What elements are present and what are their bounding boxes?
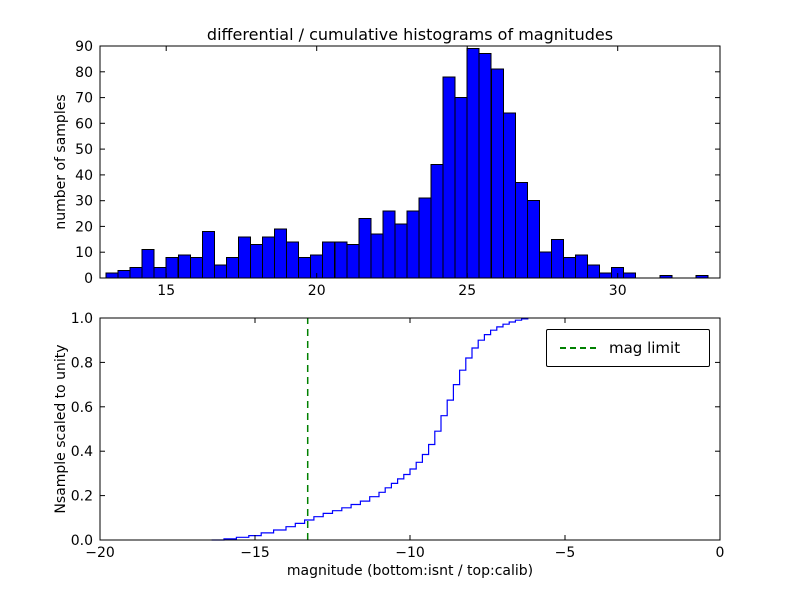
histogram-bar	[346, 244, 360, 279]
histogram-bar	[587, 264, 601, 279]
y-tick-label: 0.8	[71, 355, 93, 371]
histogram-bar	[141, 249, 155, 279]
legend-dashed-line-icon	[560, 347, 596, 349]
y-tick-label: 10	[75, 245, 93, 261]
histogram-bar	[250, 244, 263, 279]
histogram-bar	[117, 269, 131, 279]
y-tick-label: 40	[75, 168, 93, 184]
y-tick-label: 0.4	[71, 444, 93, 460]
y-tick-label: 20	[75, 219, 93, 235]
legend: mag limit	[546, 329, 710, 367]
histogram-bar	[623, 272, 637, 279]
x-tick-label: 30	[609, 283, 627, 299]
histogram-bar	[358, 218, 372, 279]
x-axis-label: magnitude (bottom:isnt / top:calib)	[286, 563, 534, 579]
histogram-bar	[129, 267, 143, 279]
y-tick-label: 90	[75, 39, 93, 55]
histogram-bar	[502, 112, 516, 279]
histogram-bar	[201, 231, 215, 279]
y-tick-label: 1.0	[71, 311, 93, 327]
histogram-bar	[225, 256, 239, 279]
chart-title: differential / cumulative histograms of …	[206, 25, 614, 44]
histogram-bar	[490, 68, 504, 279]
histogram-bar	[262, 236, 275, 279]
histogram-bar	[382, 210, 396, 279]
top-y-axis-label: number of samples	[53, 94, 69, 230]
x-tick-label: −5	[555, 545, 576, 561]
axes-spine	[99, 45, 721, 279]
histogram-bar	[237, 236, 251, 279]
histogram-bar	[370, 233, 384, 279]
cumulative-step-line	[211, 318, 529, 541]
histogram-bar	[177, 254, 191, 279]
legend-label: mag limit	[609, 339, 681, 357]
y-tick-label: 30	[75, 194, 93, 210]
histogram-bar	[526, 200, 540, 279]
x-tick-label: 0	[716, 545, 725, 561]
x-tick-label: 15	[157, 283, 175, 299]
bottom-subplot: −20 −15 −10 −5 0 0.0 0.2 0.4 0.6 0.8 1.0	[71, 311, 725, 561]
x-tick-label: 20	[308, 283, 326, 299]
x-tick-label: −20	[85, 545, 115, 561]
y-tick-label: 70	[75, 91, 93, 107]
histogram-bar	[418, 197, 432, 279]
histogram-bar	[466, 48, 480, 279]
y-tick-label: 80	[75, 65, 93, 81]
y-tick-label: 0.2	[71, 489, 93, 505]
y-tick-label: 0.0	[71, 533, 93, 549]
x-tick-label: 25	[458, 283, 476, 299]
histogram-bar	[189, 256, 203, 279]
histogram-bar	[322, 241, 336, 279]
histogram-bar	[394, 223, 408, 279]
bottom-y-axis-label: Nsample scaled to unity	[53, 344, 69, 514]
histogram-bar	[599, 272, 613, 279]
y-tick-label: 0	[84, 271, 93, 287]
x-tick-label: −10	[395, 545, 425, 561]
histogram-bar	[165, 256, 179, 279]
histogram-bar	[286, 241, 300, 279]
histogram-bar	[442, 76, 456, 279]
y-tick-label: 0.6	[71, 400, 93, 416]
histogram-bar	[563, 256, 576, 279]
histogram-bar	[575, 254, 588, 279]
x-tick-label: −15	[240, 545, 270, 561]
histogram-bar	[430, 164, 444, 279]
histogram-bar	[153, 267, 167, 279]
histogram-bar	[538, 251, 552, 279]
histogram-bar	[406, 210, 420, 279]
histogram-bar	[274, 228, 288, 279]
histogram-bar	[105, 272, 119, 279]
histogram-bar	[551, 238, 564, 279]
histogram-bar	[514, 182, 528, 279]
y-tick-label: 60	[75, 116, 93, 132]
histogram-bar	[213, 264, 227, 279]
histogram-bar	[454, 97, 468, 279]
histogram-bar	[298, 256, 312, 279]
y-tick-label: 50	[75, 142, 93, 158]
histogram-bar	[478, 53, 492, 279]
histogram-bar	[334, 241, 348, 279]
top-subplot: 15 20 25 30 0 10 20 30 40 50 60 70 80 90	[75, 39, 721, 299]
